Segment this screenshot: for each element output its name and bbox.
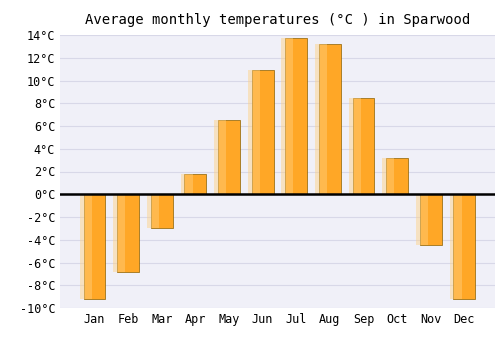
Bar [315, 44, 327, 194]
Bar [252, 70, 274, 194]
Bar [450, 194, 462, 299]
Bar [282, 38, 294, 194]
Bar [420, 194, 442, 245]
Bar [84, 194, 106, 299]
Bar [117, 194, 139, 272]
Bar [348, 98, 360, 194]
Bar [382, 158, 394, 194]
Title: Average monthly temperatures (°C ) in Sparwood: Average monthly temperatures (°C ) in Sp… [85, 13, 470, 27]
Bar [80, 194, 92, 299]
Bar [147, 194, 159, 229]
Bar [386, 158, 408, 194]
Bar [218, 120, 240, 194]
Bar [180, 174, 192, 194]
Bar [416, 194, 428, 245]
Bar [352, 98, 374, 194]
Bar [454, 194, 475, 299]
Bar [286, 38, 307, 194]
Bar [248, 70, 260, 194]
Bar [214, 120, 226, 194]
Bar [184, 174, 206, 194]
Bar [319, 44, 341, 194]
Bar [151, 194, 172, 229]
Bar [114, 194, 126, 272]
